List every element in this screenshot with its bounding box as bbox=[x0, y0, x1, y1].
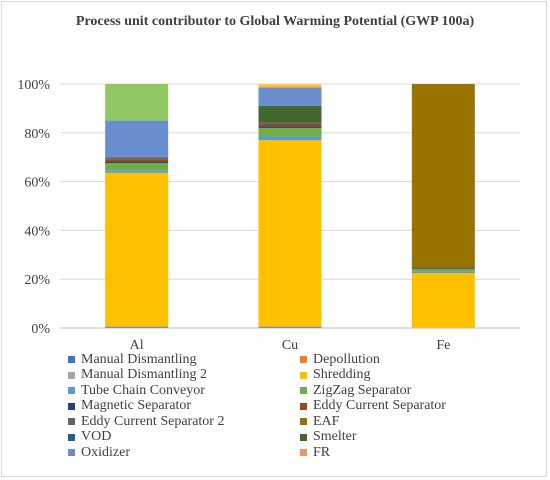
legend-label: Tube Chain Conveyor bbox=[81, 382, 205, 398]
y-tick-label: 80% bbox=[24, 127, 50, 142]
legend-label: Eddy Current Separator 2 bbox=[81, 413, 225, 429]
bar-segment bbox=[258, 327, 322, 328]
legend-swatch bbox=[68, 449, 75, 457]
bar-segment bbox=[105, 161, 169, 164]
bar-segment bbox=[258, 87, 322, 106]
bar-segment bbox=[105, 163, 169, 171]
legend-label: Manual Dismantling bbox=[81, 351, 197, 367]
legend-item: FR bbox=[300, 445, 532, 461]
bar-segment bbox=[258, 136, 322, 141]
legend-item: Depollution bbox=[300, 352, 532, 368]
bar-segment bbox=[411, 269, 475, 272]
bar-segment bbox=[411, 267, 475, 269]
y-tick-label: 100% bbox=[17, 78, 50, 93]
legend-swatch bbox=[68, 387, 75, 395]
legend-swatch bbox=[300, 418, 307, 426]
chart-legend: Manual Dismantling Depollution Manual Dism… bbox=[68, 352, 538, 461]
legend-swatch bbox=[300, 433, 307, 441]
legend-item: EAF bbox=[300, 414, 532, 430]
bar-segment bbox=[411, 271, 475, 274]
bar-segment bbox=[105, 159, 169, 162]
legend-label: ZigZag Separator bbox=[313, 382, 412, 398]
bar-segment bbox=[258, 86, 322, 88]
y-tick-label: 20% bbox=[24, 273, 50, 288]
y-tick-label: 0% bbox=[31, 322, 50, 337]
legend-swatch bbox=[68, 418, 75, 426]
legend-label: FR bbox=[313, 444, 331, 460]
legend-label: Depollution bbox=[313, 351, 380, 367]
legend-label: Smelter bbox=[313, 429, 357, 445]
bar-segment bbox=[105, 327, 169, 328]
legend-swatch bbox=[300, 356, 307, 364]
bar-segment bbox=[411, 268, 475, 270]
bar-segment bbox=[105, 84, 169, 121]
legend-swatch bbox=[300, 402, 307, 410]
legend-swatch bbox=[300, 371, 307, 379]
legend-item: ZigZag Separator bbox=[300, 383, 532, 399]
bar-segment bbox=[258, 126, 322, 128]
x-tick-label: Al bbox=[130, 338, 144, 353]
legend-swatch bbox=[68, 402, 75, 410]
legend-label: Magnetic Separator bbox=[81, 398, 192, 414]
legend-item: VOD bbox=[68, 429, 300, 446]
legend-swatch bbox=[68, 356, 75, 364]
bar-segment bbox=[105, 120, 169, 158]
legend-item: Tube Chain Conveyor bbox=[68, 383, 300, 399]
legend-item: Manual Dismantling 2 bbox=[68, 367, 300, 384]
bar-segment bbox=[258, 140, 322, 327]
bar-segment bbox=[105, 170, 169, 173]
legend-item: Smelter bbox=[300, 429, 532, 446]
legend-swatch bbox=[300, 449, 307, 457]
chart-title: Process unit contributor to Global Warmi… bbox=[75, 14, 475, 29]
bar-segment bbox=[258, 84, 322, 87]
legend-label: Manual Dismantling 2 bbox=[81, 367, 207, 383]
bar-segment bbox=[258, 124, 322, 127]
legend-label: EAF bbox=[313, 413, 340, 429]
legend-item: Oxidizer bbox=[68, 445, 300, 461]
bar-segment bbox=[411, 84, 475, 268]
legend-label: Eddy Current Separator bbox=[313, 398, 446, 414]
legend-swatch bbox=[68, 371, 75, 379]
legend-label: VOD bbox=[81, 429, 112, 445]
bar-segment bbox=[258, 105, 322, 123]
legend-item: Shredding bbox=[300, 367, 532, 384]
legend-item: Eddy Current Separator bbox=[300, 398, 532, 415]
y-tick-label: 40% bbox=[24, 224, 50, 239]
y-tick-label: 60% bbox=[24, 176, 50, 191]
bar-segment bbox=[105, 157, 169, 160]
legend-item: Eddy Current Separator 2 bbox=[68, 414, 300, 430]
bar-segment bbox=[258, 122, 322, 125]
legend-item: Manual Dismantling bbox=[68, 352, 300, 368]
legend-swatch bbox=[68, 433, 75, 441]
legend-item: Magnetic Separator bbox=[68, 398, 300, 415]
legend-swatch bbox=[300, 387, 307, 395]
legend-label: Shredding bbox=[313, 367, 371, 383]
bar-segment bbox=[105, 172, 169, 327]
bar-segment bbox=[411, 273, 475, 328]
legend-label: Oxidizer bbox=[81, 444, 130, 460]
bar-segment bbox=[258, 127, 322, 137]
x-tick-label: Cu bbox=[282, 338, 298, 353]
x-tick-label: Fe bbox=[436, 338, 450, 353]
